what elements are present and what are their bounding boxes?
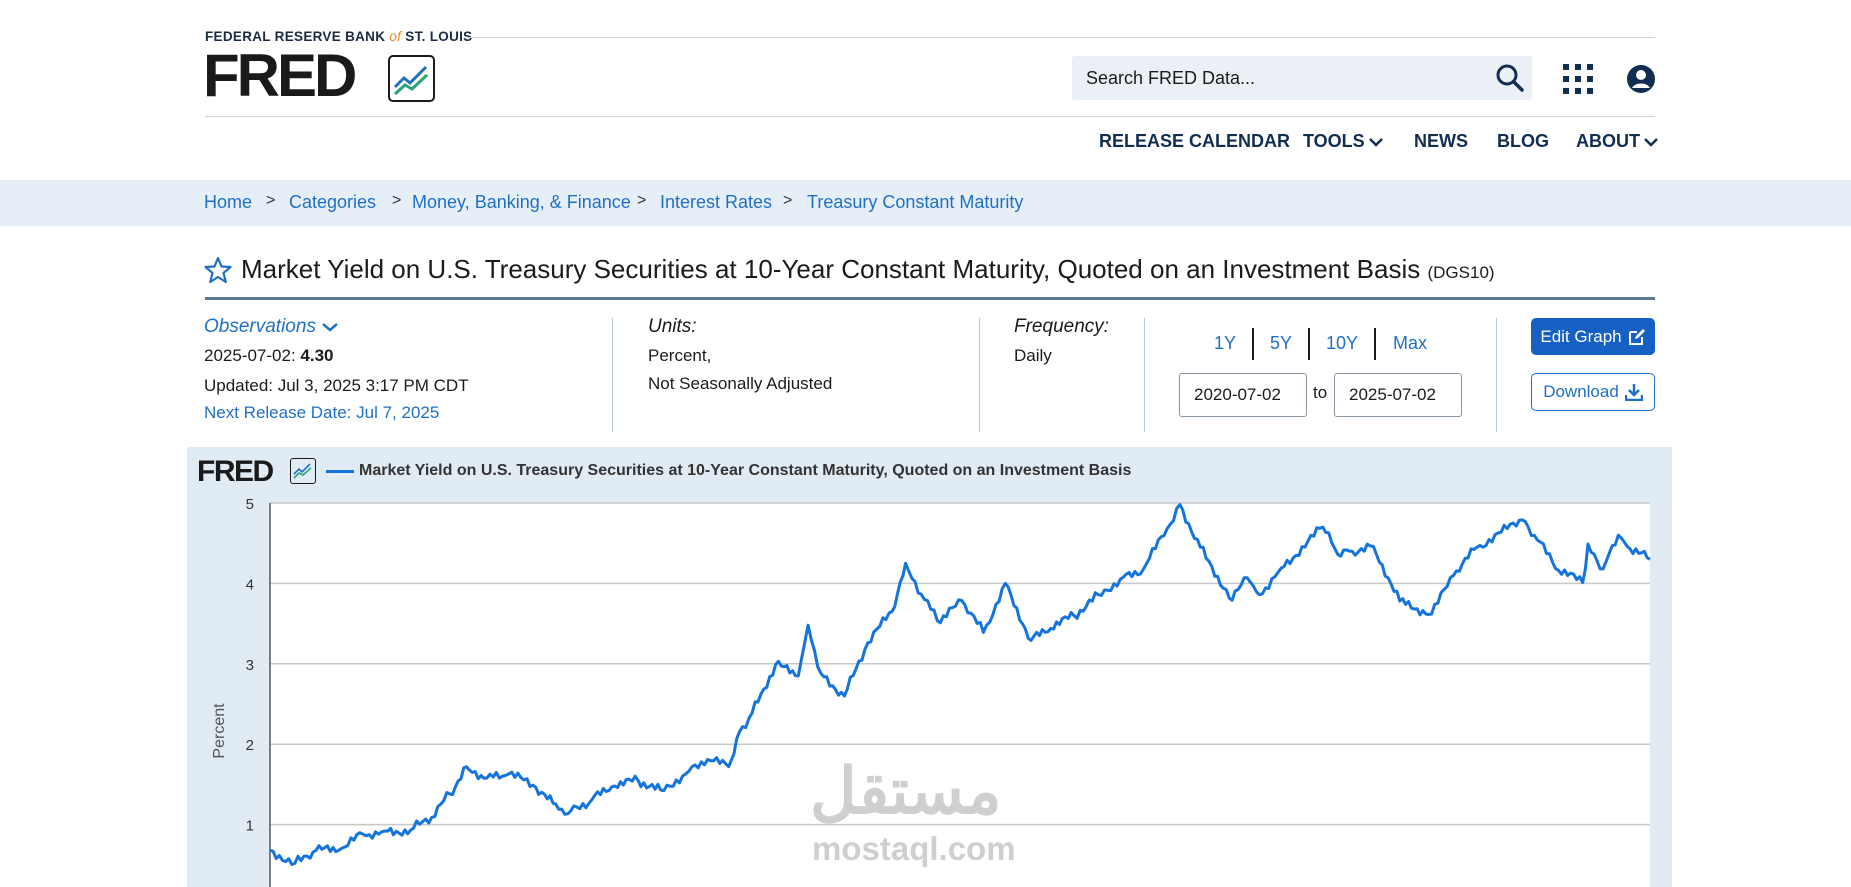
- nav-about[interactable]: ABOUT: [1576, 131, 1658, 152]
- y-tick-label: 4: [246, 576, 254, 593]
- nav-blog[interactable]: BLOG: [1497, 131, 1549, 151]
- fred-logo-chart-icon: [388, 55, 435, 102]
- latest-observation-value: 4.30: [300, 346, 334, 365]
- y-tick-label: 3: [246, 657, 254, 674]
- nav-news[interactable]: NEWS: [1414, 131, 1468, 151]
- favorite-star-icon[interactable]: [204, 256, 232, 284]
- series-code: (DGS10): [1427, 263, 1495, 282]
- chevron-down-icon: [1644, 137, 1658, 147]
- header-divider-top: [468, 37, 1655, 38]
- y-tick-label: 1: [246, 818, 254, 835]
- range-max-button[interactable]: Max: [1393, 333, 1428, 353]
- breadcrumb-separator: >: [266, 192, 276, 209]
- search-input[interactable]: [1086, 66, 1476, 90]
- range-separator: [1308, 328, 1310, 360]
- meta-divider: [1496, 318, 1497, 432]
- user-account-icon[interactable]: [1626, 64, 1656, 94]
- chevron-down-icon: [322, 323, 338, 332]
- apps-grid-icon[interactable]: [1563, 64, 1593, 94]
- range-1y-button[interactable]: 1Y: [1214, 333, 1237, 353]
- fred-logo[interactable]: FRED: [203, 42, 357, 109]
- breadcrumb-treasury-constant-maturity[interactable]: Treasury Constant Maturity: [807, 192, 1024, 212]
- y-tick-label: 2: [246, 737, 254, 754]
- units-value: Percent,: [648, 346, 712, 365]
- edit-icon: [1628, 328, 1645, 345]
- brand-tagline: FEDERAL RESERVE BANK of ST. LOUIS: [205, 29, 473, 44]
- range-separator: [1374, 328, 1376, 360]
- page-title: Market Yield on U.S. Treasury Securities…: [241, 254, 1495, 284]
- breadcrumb: [0, 180, 1851, 226]
- download-button[interactable]: Download: [1531, 373, 1655, 411]
- breadcrumb-separator: >: [783, 192, 793, 209]
- title-divider: [205, 297, 1655, 300]
- search-icon[interactable]: [1494, 62, 1526, 94]
- download-icon: [1624, 384, 1643, 401]
- breadcrumb-money-banking[interactable]: Money, Banking, & Finance: [412, 192, 631, 212]
- legend-swatch: [326, 470, 354, 473]
- range-separator: [1252, 328, 1254, 360]
- watermark-arabic: مستقل: [810, 755, 1003, 827]
- start-date-input[interactable]: [1179, 373, 1307, 417]
- frequency-value: Daily: [1014, 346, 1052, 365]
- breadcrumb-categories[interactable]: Categories: [289, 192, 377, 212]
- updated-timestamp: Updated: Jul 3, 2025 3:17 PM CDT: [204, 376, 469, 395]
- range-10y-button[interactable]: 10Y: [1326, 333, 1359, 353]
- breadcrumb-separator: >: [637, 192, 647, 209]
- units-label: Units:: [648, 316, 697, 337]
- meta-divider: [979, 318, 980, 432]
- search-bar: [1072, 56, 1532, 100]
- meta-divider: [612, 318, 613, 432]
- series-line: [269, 503, 1651, 866]
- header-divider-mid: [205, 116, 1655, 117]
- units-adjustment: Not Seasonally Adjusted: [648, 374, 833, 393]
- y-tick-label: 5: [246, 496, 254, 513]
- breadcrumb-separator: >: [392, 192, 402, 209]
- legend-label: Market Yield on U.S. Treasury Securities…: [359, 462, 1132, 479]
- chevron-down-icon: [1368, 137, 1383, 147]
- nav-tools[interactable]: TOOLS: [1303, 131, 1383, 152]
- frequency-label: Frequency:: [1014, 316, 1110, 337]
- next-release-link[interactable]: Next Release Date: Jul 7, 2025: [204, 403, 440, 422]
- meta-divider: [1144, 318, 1145, 432]
- chart-fred-logo: FRED: [197, 455, 274, 488]
- plot-area: [270, 503, 1650, 887]
- breadcrumb-interest-rates[interactable]: Interest Rates: [660, 192, 773, 212]
- nav-release-calendar[interactable]: RELEASE CALENDAR: [1099, 131, 1291, 151]
- watermark-latin: mostaql.com: [812, 830, 1016, 867]
- latest-observation: 2025-07-02: 4.30: [204, 346, 334, 365]
- observations-toggle[interactable]: Observations: [204, 316, 338, 338]
- end-date-input[interactable]: [1334, 373, 1462, 417]
- chart-logo-icon: [290, 458, 316, 484]
- edit-graph-button[interactable]: Edit Graph: [1531, 318, 1655, 355]
- date-range-to-label: to: [1313, 383, 1328, 402]
- range-5y-button[interactable]: 5Y: [1270, 333, 1293, 353]
- breadcrumb-home[interactable]: Home: [204, 192, 253, 212]
